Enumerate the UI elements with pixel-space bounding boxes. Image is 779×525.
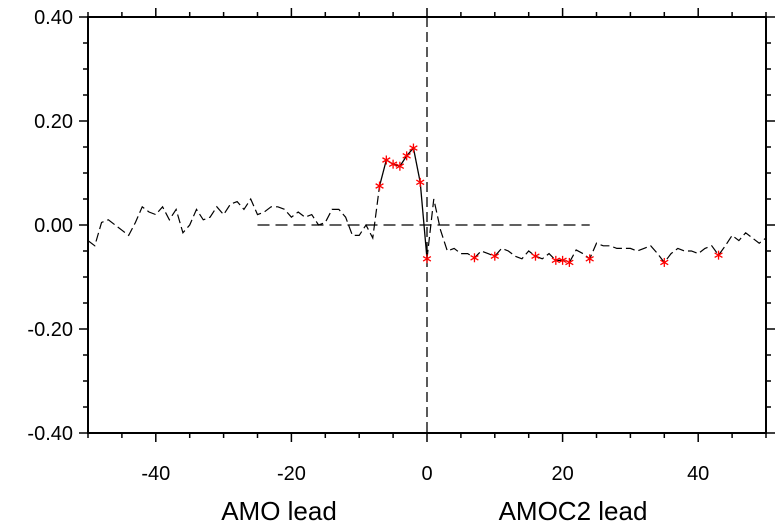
axes: -40 -20 0 20 40 -0.40 -0.20 0.00 0.20 0.40 AMO lea… <box>27 7 775 525</box>
marker-stroke <box>551 257 561 264</box>
significance-marker <box>551 255 561 265</box>
significance-marker <box>409 143 418 153</box>
significance-marker <box>490 251 500 261</box>
series-line-solid <box>412 147 421 183</box>
marker-stroke <box>395 163 405 170</box>
marker-stroke <box>415 179 425 186</box>
x-axis-title-left: AMO lead <box>221 496 337 525</box>
y-tick-label: 0.00 <box>34 215 73 237</box>
marker-stroke <box>490 253 500 260</box>
significance-marker <box>415 177 425 187</box>
marker-stroke <box>714 252 723 258</box>
marker-stroke <box>565 259 574 266</box>
marker-stroke <box>660 259 669 266</box>
significance-marker <box>395 161 405 171</box>
marker-stroke <box>382 157 391 163</box>
significance-marker <box>660 257 669 267</box>
x-tick-label: 40 <box>687 463 709 485</box>
x-axis-title-right: AMOC2 lead <box>499 496 648 525</box>
marker-stroke <box>409 145 418 151</box>
marker-stroke <box>558 257 567 264</box>
significance-marker <box>388 159 398 169</box>
significance-marker <box>382 155 391 165</box>
y-tick-label: 0.20 <box>34 111 73 133</box>
series-line-solid <box>399 155 408 167</box>
significance-marker <box>585 254 594 264</box>
significance-marker <box>531 251 540 261</box>
significance-marker <box>375 181 384 191</box>
series-line-solid <box>378 159 387 187</box>
plot-inner <box>88 17 766 433</box>
significance-marker <box>558 255 567 265</box>
x-tick-label: 20 <box>551 463 573 485</box>
marker-stroke <box>402 153 411 159</box>
y-tick-label: 0.40 <box>34 7 73 29</box>
significance-marker <box>470 253 479 263</box>
y-tick-label: -0.20 <box>27 319 73 341</box>
x-tick-label: 0 <box>421 463 432 485</box>
series-line-solid <box>419 182 428 259</box>
significance-marker <box>714 250 723 260</box>
marker-stroke <box>388 161 398 167</box>
marker-stroke <box>422 255 432 262</box>
significance-marker <box>422 254 432 264</box>
marker-stroke <box>531 253 540 260</box>
significance-marker <box>565 257 574 267</box>
significance-marker <box>402 151 411 161</box>
x-tick-label: -40 <box>141 463 170 485</box>
marker-stroke <box>470 254 479 261</box>
marker-stroke <box>585 255 594 262</box>
plot-area <box>88 17 766 433</box>
x-tick-label: -20 <box>277 463 306 485</box>
series-line-dashed <box>88 185 381 247</box>
y-tick-label: -0.40 <box>27 423 73 445</box>
marker-stroke <box>375 183 384 189</box>
series-line-dashed <box>426 198 766 264</box>
